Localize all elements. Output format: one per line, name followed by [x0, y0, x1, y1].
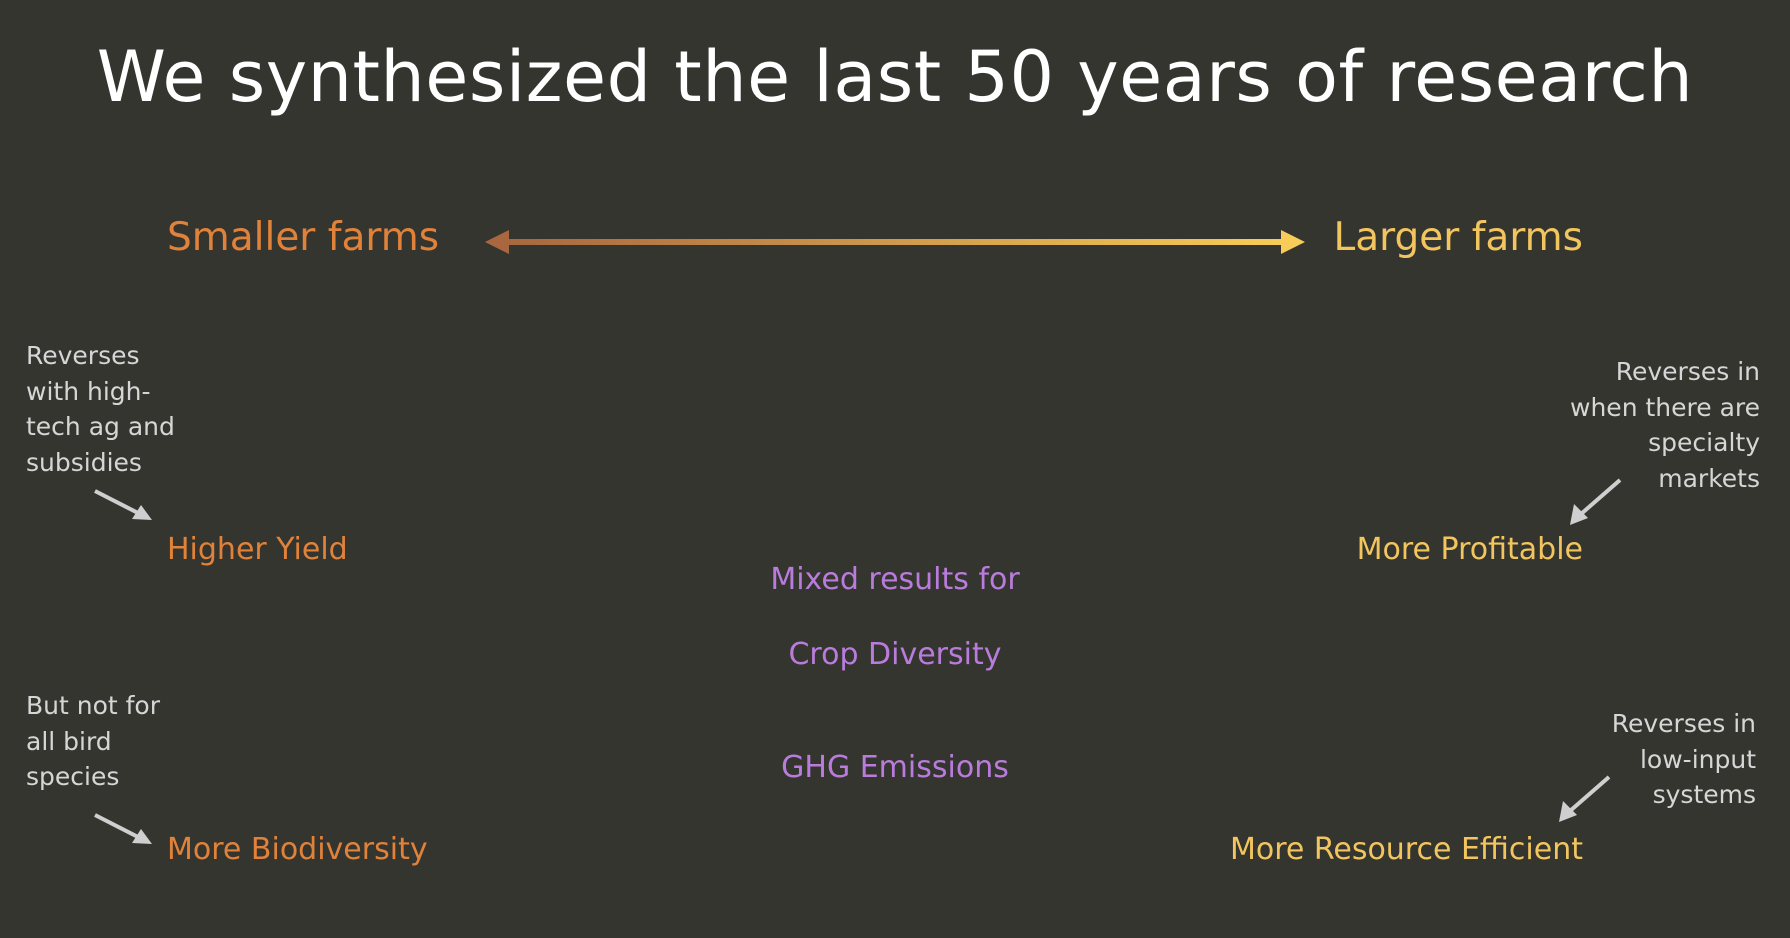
larger-farms-label: Larger farms	[1333, 215, 1583, 260]
yield-note: Reverses with high-tech ag and subsidies	[26, 341, 175, 477]
biodiversity-note: But not for all bird species	[26, 691, 161, 791]
biodiversity-note-arrow-icon	[94, 813, 152, 844]
farm-size-double-arrow	[485, 230, 1305, 254]
arrow-shaft	[505, 239, 1285, 245]
yield-note-arrow-icon	[94, 489, 152, 520]
more-profitable-label: More Profitable	[1356, 532, 1583, 567]
mixed-results-heading: Mixed results for	[770, 562, 1020, 597]
profitable-note-arrow-icon	[1570, 478, 1622, 525]
arrow-head-right	[1281, 230, 1305, 254]
higher-yield-label: Higher Yield	[167, 532, 348, 567]
resource-efficient-note-arrow-icon	[1559, 775, 1611, 822]
ghg-emissions-label: GHG Emissions	[781, 750, 1009, 785]
more-biodiversity-label: More Biodiversity	[167, 832, 428, 867]
more-resource-efficient-label: More Resource Efficient	[1229, 832, 1583, 867]
crop-diversity-label: Crop Diversity	[788, 637, 1002, 672]
slide-title: We synthesized the last 50 years of rese…	[96, 36, 1694, 118]
profitable-note: Reverses in when there are specialty mar…	[1570, 357, 1760, 493]
arrow-head-left	[485, 230, 509, 254]
resource-efficient-note: Reverses in low-input systems	[1611, 709, 1756, 809]
smaller-farms-label: Smaller farms	[167, 215, 440, 260]
